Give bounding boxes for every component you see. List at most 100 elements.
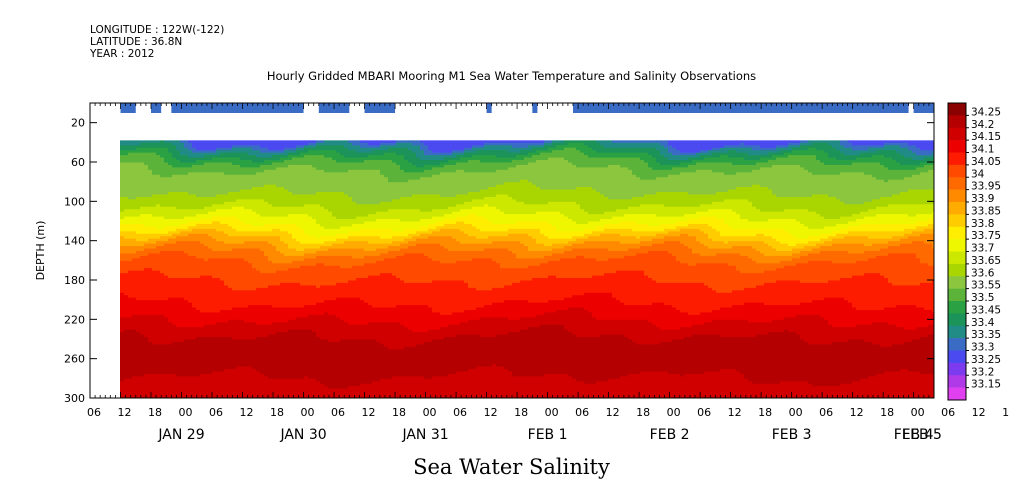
field-cell bbox=[120, 300, 125, 304]
field-cell bbox=[172, 270, 177, 274]
field-cell bbox=[132, 226, 137, 230]
field-cell bbox=[168, 322, 173, 326]
field-cell bbox=[184, 169, 189, 173]
field-cell bbox=[124, 371, 129, 375]
field-cell bbox=[208, 241, 213, 245]
field-cell bbox=[216, 275, 221, 279]
field-cell bbox=[120, 243, 125, 247]
field-cell bbox=[160, 260, 165, 264]
field-cell bbox=[192, 145, 197, 149]
field-cell bbox=[164, 179, 169, 183]
field-cell bbox=[212, 196, 217, 200]
field-cell bbox=[128, 332, 133, 336]
field-cell bbox=[120, 246, 125, 250]
field-cell bbox=[124, 332, 129, 336]
field-cell bbox=[136, 189, 141, 193]
field-cell bbox=[200, 231, 205, 235]
field-cell bbox=[120, 255, 125, 259]
field-cell bbox=[204, 280, 209, 284]
field-cell bbox=[212, 349, 217, 353]
field-cell bbox=[188, 356, 193, 360]
field-cell bbox=[192, 236, 197, 240]
field-cell bbox=[144, 221, 149, 225]
field-cell bbox=[196, 332, 201, 336]
field-cell bbox=[128, 344, 133, 348]
field-cell bbox=[140, 319, 145, 323]
field-cell bbox=[152, 191, 157, 196]
field-cell bbox=[204, 157, 209, 161]
field-cell bbox=[196, 216, 201, 220]
field-cell bbox=[220, 329, 225, 333]
field-cell bbox=[176, 155, 181, 159]
field-cell bbox=[168, 334, 173, 338]
field-cell bbox=[200, 177, 205, 181]
field-cell bbox=[188, 263, 193, 267]
field-cell bbox=[180, 157, 185, 161]
field-cell bbox=[188, 366, 193, 370]
field-cell bbox=[172, 194, 177, 198]
field-cell bbox=[220, 263, 225, 267]
field-cell bbox=[212, 322, 217, 326]
field-cell bbox=[176, 317, 181, 321]
field-cell bbox=[200, 388, 205, 392]
field-cell bbox=[172, 305, 177, 309]
field-cell bbox=[120, 376, 125, 380]
field-cell bbox=[132, 145, 137, 149]
field-cell bbox=[172, 201, 177, 205]
field-cell bbox=[184, 258, 189, 262]
field-cell bbox=[176, 147, 181, 151]
field-cell bbox=[184, 388, 189, 392]
field-cell bbox=[148, 280, 153, 284]
field-cell bbox=[152, 285, 157, 289]
field-cell bbox=[208, 253, 213, 257]
field-cell bbox=[172, 145, 177, 149]
field-cell bbox=[204, 378, 209, 382]
field-cell bbox=[152, 250, 157, 255]
field-cell bbox=[140, 142, 145, 146]
field-cell bbox=[140, 184, 145, 188]
field-cell bbox=[172, 179, 177, 183]
field-cell bbox=[140, 280, 145, 284]
field-cell bbox=[132, 246, 137, 250]
field-cell bbox=[180, 319, 185, 323]
field-cell bbox=[164, 255, 169, 259]
field-cell bbox=[172, 359, 177, 363]
field-cell bbox=[156, 250, 161, 255]
field-cell bbox=[180, 174, 185, 178]
field-cell bbox=[212, 169, 217, 173]
field-cell bbox=[156, 172, 161, 176]
field-cell bbox=[168, 201, 173, 205]
field-cell bbox=[184, 241, 189, 245]
field-cell bbox=[160, 329, 165, 333]
field-cell bbox=[152, 152, 157, 156]
field-cell bbox=[172, 199, 177, 203]
field-cell bbox=[120, 241, 125, 245]
field-cell bbox=[196, 373, 201, 377]
field-cell bbox=[136, 386, 141, 390]
field-cell bbox=[220, 273, 225, 277]
field-cell bbox=[128, 145, 133, 149]
field-cell bbox=[164, 300, 169, 304]
field-cell bbox=[200, 221, 205, 225]
field-cell bbox=[184, 167, 189, 171]
field-cell bbox=[136, 172, 141, 176]
field-cell bbox=[184, 332, 189, 336]
field-cell bbox=[132, 241, 137, 245]
field-cell bbox=[180, 250, 185, 255]
field-cell bbox=[196, 383, 201, 387]
field-cell bbox=[132, 282, 137, 287]
field-cell bbox=[172, 250, 177, 255]
field-cell bbox=[176, 364, 181, 368]
field-cell bbox=[128, 356, 133, 360]
field-cell bbox=[176, 160, 181, 164]
field-cell bbox=[200, 376, 205, 380]
field-cell bbox=[188, 275, 193, 279]
field-cell bbox=[120, 184, 125, 188]
field-cell bbox=[136, 307, 141, 311]
field-cell bbox=[136, 383, 141, 387]
field-cell bbox=[120, 305, 125, 309]
field-cell bbox=[144, 349, 149, 353]
field-cell bbox=[220, 201, 225, 205]
field-cell bbox=[124, 155, 129, 159]
field-cell bbox=[132, 204, 137, 208]
